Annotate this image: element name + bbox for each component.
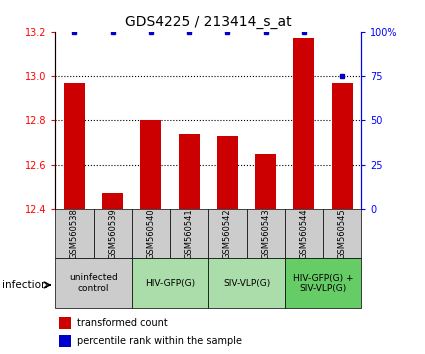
Bar xyxy=(55,258,132,308)
Text: GSM560539: GSM560539 xyxy=(108,208,117,259)
Bar xyxy=(246,209,285,258)
Bar xyxy=(59,316,71,329)
Text: percentile rank within the sample: percentile rank within the sample xyxy=(76,336,242,346)
Text: GSM560540: GSM560540 xyxy=(146,208,156,259)
Text: GSM560538: GSM560538 xyxy=(70,208,79,259)
Bar xyxy=(132,209,170,258)
Text: GSM560542: GSM560542 xyxy=(223,208,232,259)
Bar xyxy=(332,83,353,209)
Text: GSM560541: GSM560541 xyxy=(184,208,194,259)
Bar xyxy=(285,258,361,308)
Bar xyxy=(64,83,85,209)
Bar xyxy=(178,134,200,209)
Bar xyxy=(255,154,276,209)
Text: HIV-GFP(G) +
SIV-VLP(G): HIV-GFP(G) + SIV-VLP(G) xyxy=(293,274,353,293)
Bar xyxy=(285,209,323,258)
Text: GSM560544: GSM560544 xyxy=(299,208,309,259)
Bar xyxy=(140,120,162,209)
Title: GDS4225 / 213414_s_at: GDS4225 / 213414_s_at xyxy=(125,16,292,29)
Bar xyxy=(55,209,94,258)
Text: GSM560545: GSM560545 xyxy=(337,208,347,259)
Text: transformed count: transformed count xyxy=(76,318,167,328)
Bar xyxy=(94,209,132,258)
Text: HIV-GFP(G): HIV-GFP(G) xyxy=(145,279,195,288)
Bar xyxy=(170,209,208,258)
Bar xyxy=(217,136,238,209)
Text: GSM560543: GSM560543 xyxy=(261,208,270,259)
Bar xyxy=(102,193,123,209)
Bar xyxy=(132,258,208,308)
Text: infection: infection xyxy=(2,280,48,290)
Bar xyxy=(293,39,314,209)
Bar xyxy=(323,209,361,258)
Bar xyxy=(59,335,71,347)
Text: SIV-VLP(G): SIV-VLP(G) xyxy=(223,279,270,288)
Bar xyxy=(208,209,246,258)
Bar xyxy=(208,258,285,308)
Text: uninfected
control: uninfected control xyxy=(69,274,118,293)
